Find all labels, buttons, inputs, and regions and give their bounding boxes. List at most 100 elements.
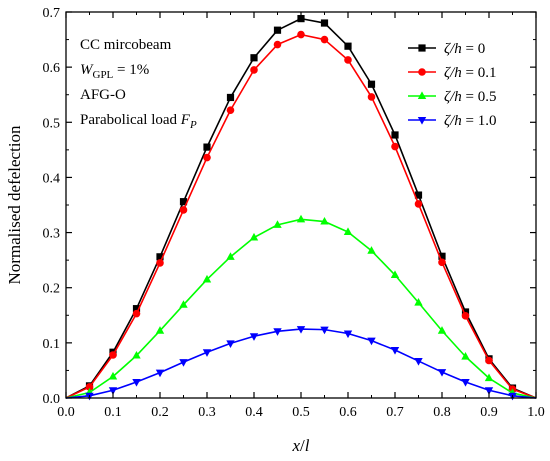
data-point — [438, 252, 446, 260]
annotation-w-sub: GPL — [93, 69, 114, 81]
data-point — [273, 328, 282, 336]
annotation-load-sub: P — [189, 119, 197, 131]
x-tick-label: 0.4 — [245, 405, 263, 420]
data-point — [297, 30, 305, 39]
y-tick-label: 0.4 — [43, 171, 61, 186]
x-tick-label: 0.2 — [151, 405, 169, 420]
annotation-load-label: Parabolical load — [80, 112, 181, 128]
data-point — [179, 206, 188, 214]
data-point — [414, 298, 423, 306]
y-tick-label: 0.0 — [43, 392, 61, 407]
data-point — [226, 340, 235, 349]
data-point — [390, 347, 400, 355]
data-point — [155, 369, 165, 378]
data-point — [132, 379, 141, 387]
data-point — [391, 142, 399, 151]
x-tick-label: 0.5 — [292, 405, 310, 420]
x-axis-title-l: l — [305, 436, 310, 455]
data-point — [367, 80, 376, 88]
series-3 — [65, 326, 537, 401]
series-line — [65, 328, 537, 399]
x-tick-label: 0.1 — [104, 405, 122, 420]
data-point — [390, 270, 400, 279]
data-point — [179, 300, 188, 308]
x-tick-label: 1.0 — [527, 405, 545, 420]
x-axis-title-sep: / — [300, 436, 305, 455]
data-point — [296, 326, 306, 334]
data-point — [461, 352, 470, 360]
data-point — [343, 227, 353, 236]
legend-marker — [418, 68, 426, 76]
data-point — [344, 56, 352, 64]
data-point — [155, 326, 165, 334]
data-point — [414, 358, 423, 366]
data-point — [320, 19, 329, 27]
legend-item: ζ/h = 0 — [408, 41, 485, 57]
data-point — [367, 246, 376, 254]
data-point — [132, 350, 141, 359]
data-point — [249, 232, 259, 241]
legend-label: ζ/h = 0 — [444, 41, 485, 57]
data-point — [391, 131, 399, 139]
data-point — [109, 351, 117, 359]
data-point — [250, 66, 258, 74]
data-point — [438, 258, 446, 267]
data-point — [108, 371, 118, 380]
data-point — [343, 330, 353, 339]
legend-label: ζ/h = 0.5 — [444, 89, 496, 105]
x-axis-title-x: x — [291, 436, 300, 455]
annotation-w-value: = 1% — [113, 62, 149, 78]
data-point — [367, 93, 376, 101]
legend-marker — [417, 91, 427, 99]
x-tick-label: 0.3 — [198, 405, 216, 420]
data-point — [344, 42, 352, 50]
data-point — [296, 214, 306, 223]
data-point — [414, 200, 423, 208]
legend-item: ζ/h = 0.1 — [408, 65, 496, 81]
legend-item: ζ/h = 0.5 — [408, 89, 496, 105]
legend-label-value: = 0.1 — [462, 65, 497, 81]
data-point — [202, 274, 212, 283]
data-point — [414, 191, 423, 199]
series-1 — [65, 30, 537, 399]
legend-label-value: = 0 — [462, 41, 485, 57]
legend-label: ζ/h = 1.0 — [444, 113, 496, 129]
x-axis-title: x/l — [291, 436, 309, 455]
y-tick-label: 0.6 — [43, 61, 61, 76]
legend-label-variable: ζ/h — [444, 113, 462, 129]
data-point — [108, 387, 118, 395]
annotation-load-f: F — [180, 112, 191, 128]
y-tick-label: 0.7 — [43, 6, 61, 21]
annotation-pattern: AFG-O — [80, 87, 126, 103]
data-point — [202, 349, 212, 357]
data-point — [179, 359, 188, 367]
data-point — [85, 383, 94, 391]
annotation-gpl-fraction: WGPL = 1% — [80, 62, 149, 81]
data-point — [320, 326, 329, 335]
data-point — [179, 198, 188, 206]
data-point — [461, 308, 470, 316]
legend-label-variable: ζ/h — [444, 65, 462, 81]
data-point — [484, 373, 494, 382]
legend-label-value: = 0.5 — [462, 89, 497, 105]
data-point — [437, 326, 447, 334]
legend-label: ζ/h = 0.1 — [444, 65, 496, 81]
legend-label-variable: ζ/h — [444, 89, 462, 105]
data-point — [203, 153, 211, 162]
series-layer — [65, 15, 537, 401]
annotation-load: Parabolical load FP — [80, 112, 197, 131]
data-point — [484, 387, 494, 395]
data-point — [320, 216, 329, 225]
data-point — [249, 333, 259, 341]
legend-label-variable: ζ/h — [444, 41, 462, 57]
x-tick-label: 0.9 — [480, 405, 498, 420]
annotation-w: W — [80, 62, 94, 78]
data-point — [156, 253, 164, 261]
y-tick-label: 0.3 — [43, 227, 61, 242]
x-tick-label: 0.0 — [57, 405, 75, 420]
data-point — [132, 309, 141, 318]
data-point — [226, 106, 235, 114]
data-point — [273, 40, 282, 49]
ticks-layer: 0.0 0.1 0.2 0.3 0.4 0.5 0.6 0.7 0.8 0.9 1.0 0.0 0.1 0… — [43, 6, 545, 420]
